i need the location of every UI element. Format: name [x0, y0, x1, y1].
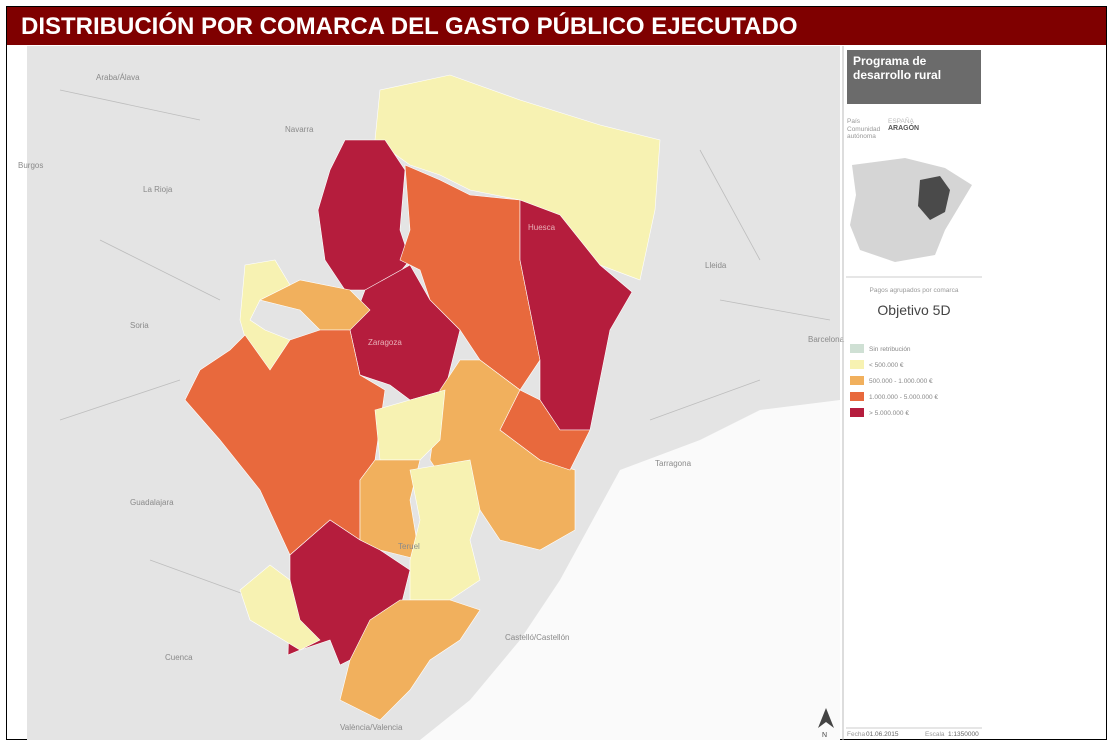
place-label: Burgos	[18, 161, 43, 170]
place-label: Navarra	[285, 125, 314, 134]
country-label: País	[847, 118, 860, 125]
legend-label: 1.000.000 - 5.000.000 €	[869, 394, 938, 401]
place-label: Barcelona	[808, 335, 845, 344]
scale: 1:1350000	[948, 731, 979, 738]
place-label: Lleida	[705, 261, 727, 270]
region	[410, 460, 480, 600]
objective: Objetivo 5D	[846, 302, 982, 318]
legend-swatch	[850, 408, 864, 417]
north-label: N	[822, 732, 827, 739]
legend-swatch	[850, 392, 864, 401]
place-label: Cuenca	[165, 653, 193, 662]
legend-swatch	[850, 360, 864, 369]
legend-caption: Pagos agrupados por comarca	[846, 287, 982, 294]
community-label: Comunidad autónoma	[847, 126, 885, 140]
place-label: Araba/Álava	[96, 73, 140, 82]
place-label: Soria	[130, 321, 149, 330]
place-label: Huesca	[528, 223, 556, 232]
legend-label: < 500.000 €	[869, 362, 904, 369]
country: ESPAÑA	[888, 118, 914, 125]
place-label: La Rioja	[143, 185, 173, 194]
spain-inset	[850, 158, 972, 262]
program-box: Programa de desarrollo rural	[847, 50, 981, 104]
place-label: Teruel	[398, 542, 420, 551]
legend-label: > 5.000.000 €	[869, 410, 909, 417]
place-label: Guadalajara	[130, 498, 174, 507]
map: Araba/Álava Navarra Burgos La Rioja Sori…	[0, 0, 1115, 744]
place-label: València/Valencia	[340, 723, 403, 732]
legend: Sin retribución < 500.000 € 500.000 - 1.00…	[850, 344, 938, 417]
date-label: Fecha	[847, 731, 865, 738]
legend-swatch	[850, 376, 864, 385]
date: 01.06.2015	[866, 731, 899, 738]
legend-label: 500.000 - 1.000.000 €	[869, 378, 933, 385]
legend-label: Sin retribución	[869, 346, 911, 353]
place-label: Zaragoza	[368, 338, 402, 347]
community: ARAGÓN	[888, 125, 919, 132]
place-label: Castelló/Castellón	[505, 633, 569, 642]
legend-swatch	[850, 344, 864, 353]
place-label: Tarragona	[655, 459, 692, 468]
scale-label: Escala	[925, 731, 945, 738]
